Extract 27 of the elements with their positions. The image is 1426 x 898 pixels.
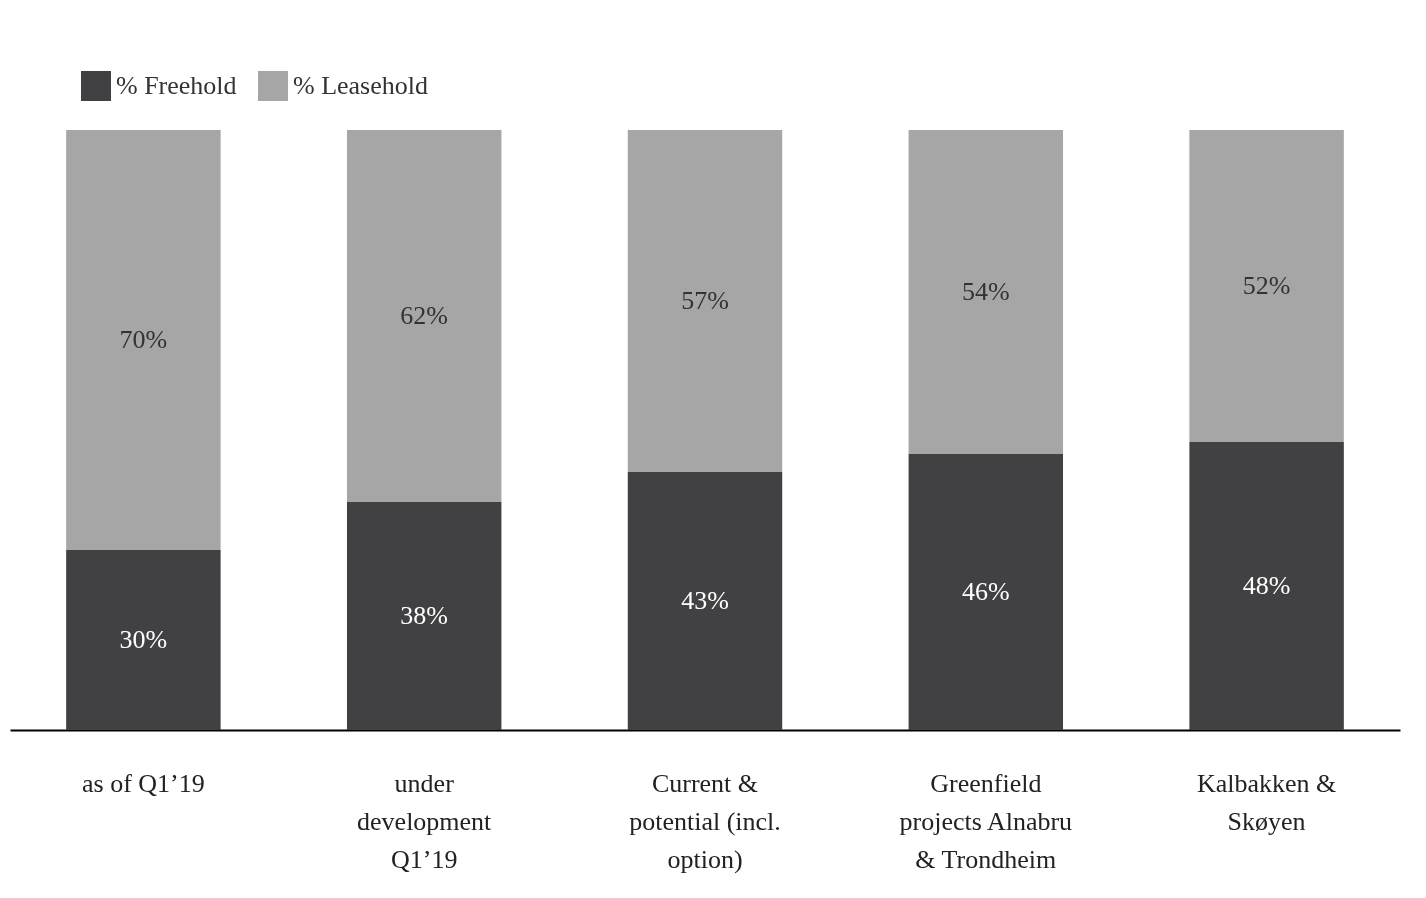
bar: [346, 502, 502, 730]
data-label: 70%: [119, 325, 168, 354]
data-label: 38%: [400, 601, 449, 630]
data-label: 30%: [119, 625, 168, 654]
bar: [627, 130, 783, 472]
bar: [908, 454, 1064, 730]
data-label: 46%: [961, 577, 1010, 606]
data-label: 57%: [681, 286, 729, 315]
x-tick-label: under development Q1’19: [357, 768, 493, 874]
bar: [908, 130, 1064, 454]
data-label: 43%: [681, 586, 729, 615]
x-tick-label: Current & potential (incl. option): [629, 768, 781, 874]
data-label: 62%: [400, 301, 449, 330]
bar: [627, 472, 783, 730]
data-label: 54%: [961, 277, 1010, 306]
data-label: 52%: [1242, 271, 1291, 300]
legend-label: % Leasehold: [293, 71, 429, 100]
data-label: 48%: [1242, 571, 1291, 600]
bar: [66, 130, 221, 550]
legend-label: % Freehold: [116, 71, 237, 100]
bar: [1189, 442, 1344, 730]
bar: [1189, 130, 1344, 442]
bar: [346, 130, 502, 502]
x-tick-label: Kalbakken & Skøyen: [1196, 768, 1337, 836]
x-tick-label: Greenfield projects Alnabru & Trondheim: [899, 768, 1073, 874]
x-tick-label: as of Q1’19: [82, 768, 205, 798]
bar: [66, 550, 221, 730]
